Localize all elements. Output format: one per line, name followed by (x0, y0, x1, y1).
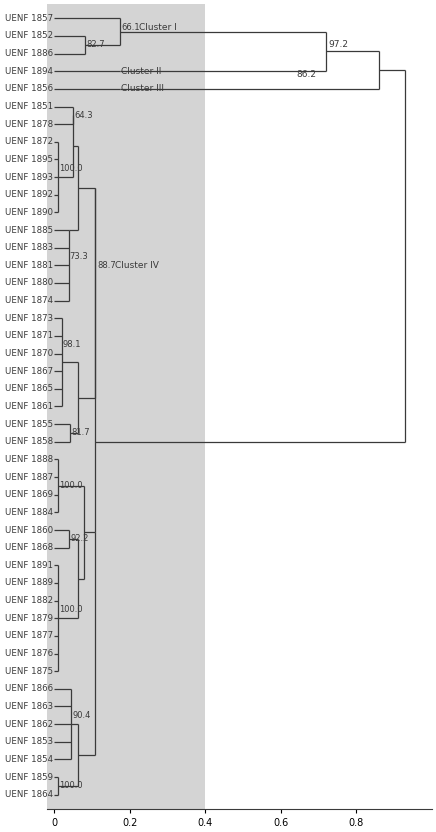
Text: UENF 1855: UENF 1855 (5, 419, 53, 428)
Text: 97.2: 97.2 (328, 40, 348, 49)
Text: UENF 1878: UENF 1878 (5, 120, 53, 129)
Text: UENF 1869: UENF 1869 (5, 490, 53, 499)
Text: Cluster II: Cluster II (122, 67, 162, 76)
Text: 81.7: 81.7 (71, 428, 90, 438)
Text: UENF 1875: UENF 1875 (5, 666, 53, 676)
Text: UENF 1886: UENF 1886 (5, 49, 53, 58)
Text: 86.2: 86.2 (296, 70, 316, 79)
Text: UENF 1853: UENF 1853 (5, 737, 53, 746)
Text: 90.4: 90.4 (72, 711, 91, 720)
Text: Cluster I: Cluster I (139, 22, 177, 32)
Text: UENF 1880: UENF 1880 (5, 279, 53, 288)
Text: 100.0: 100.0 (59, 482, 83, 490)
Text: 100.0: 100.0 (59, 605, 83, 614)
Text: UENF 1856: UENF 1856 (5, 84, 53, 93)
Text: 66.1: 66.1 (122, 22, 140, 32)
Text: UENF 1895: UENF 1895 (5, 155, 53, 164)
Text: UENF 1890: UENF 1890 (5, 208, 53, 217)
Text: UENF 1858: UENF 1858 (5, 438, 53, 446)
Text: UENF 1882: UENF 1882 (5, 596, 53, 605)
Text: 88.7: 88.7 (97, 260, 116, 270)
Text: UENF 1870: UENF 1870 (5, 349, 53, 358)
Text: UENF 1862: UENF 1862 (5, 720, 53, 729)
Text: UENF 1893: UENF 1893 (5, 172, 53, 181)
Text: UENF 1866: UENF 1866 (5, 684, 53, 693)
Bar (47, 4, 205, 816)
Text: Cluster III: Cluster III (122, 84, 164, 93)
Text: UENF 1884: UENF 1884 (5, 508, 53, 517)
Text: UENF 1874: UENF 1874 (5, 296, 53, 305)
Text: UENF 1868: UENF 1868 (5, 543, 53, 552)
Text: UENF 1876: UENF 1876 (5, 649, 53, 658)
Text: 82.7: 82.7 (87, 40, 106, 49)
Text: 100.0: 100.0 (59, 781, 83, 790)
Text: UENF 1887: UENF 1887 (5, 473, 53, 482)
Text: 92.2: 92.2 (71, 534, 89, 543)
Text: UENF 1892: UENF 1892 (5, 191, 53, 199)
Text: UENF 1859: UENF 1859 (5, 773, 53, 781)
Text: UENF 1881: UENF 1881 (5, 260, 53, 270)
Text: UENF 1877: UENF 1877 (5, 631, 53, 641)
Text: 64.3: 64.3 (74, 111, 93, 120)
Text: UENF 1857: UENF 1857 (5, 14, 53, 22)
Text: 100.0: 100.0 (59, 164, 83, 173)
Text: UENF 1871: UENF 1871 (5, 331, 53, 340)
Text: UENF 1888: UENF 1888 (5, 455, 53, 464)
Text: 98.1: 98.1 (63, 340, 82, 349)
Text: UENF 1872: UENF 1872 (5, 137, 53, 146)
Text: UENF 1867: UENF 1867 (5, 367, 53, 376)
Text: 73.3: 73.3 (70, 252, 89, 261)
Text: UENF 1885: UENF 1885 (5, 225, 53, 235)
Text: Cluster IV: Cluster IV (115, 260, 159, 270)
Text: UENF 1864: UENF 1864 (5, 790, 53, 800)
Text: UENF 1879: UENF 1879 (5, 614, 53, 622)
Text: UENF 1883: UENF 1883 (5, 243, 53, 252)
Text: UENF 1865: UENF 1865 (5, 384, 53, 394)
Text: UENF 1889: UENF 1889 (5, 578, 53, 587)
Text: UENF 1873: UENF 1873 (5, 314, 53, 323)
Text: UENF 1861: UENF 1861 (5, 402, 53, 411)
Text: UENF 1894: UENF 1894 (5, 67, 53, 76)
Text: UENF 1863: UENF 1863 (5, 702, 53, 711)
Text: UENF 1851: UENF 1851 (5, 102, 53, 111)
Text: UENF 1860: UENF 1860 (5, 526, 53, 534)
Text: UENF 1854: UENF 1854 (5, 755, 53, 764)
Text: UENF 1852: UENF 1852 (5, 32, 53, 41)
Text: UENF 1891: UENF 1891 (5, 561, 53, 570)
